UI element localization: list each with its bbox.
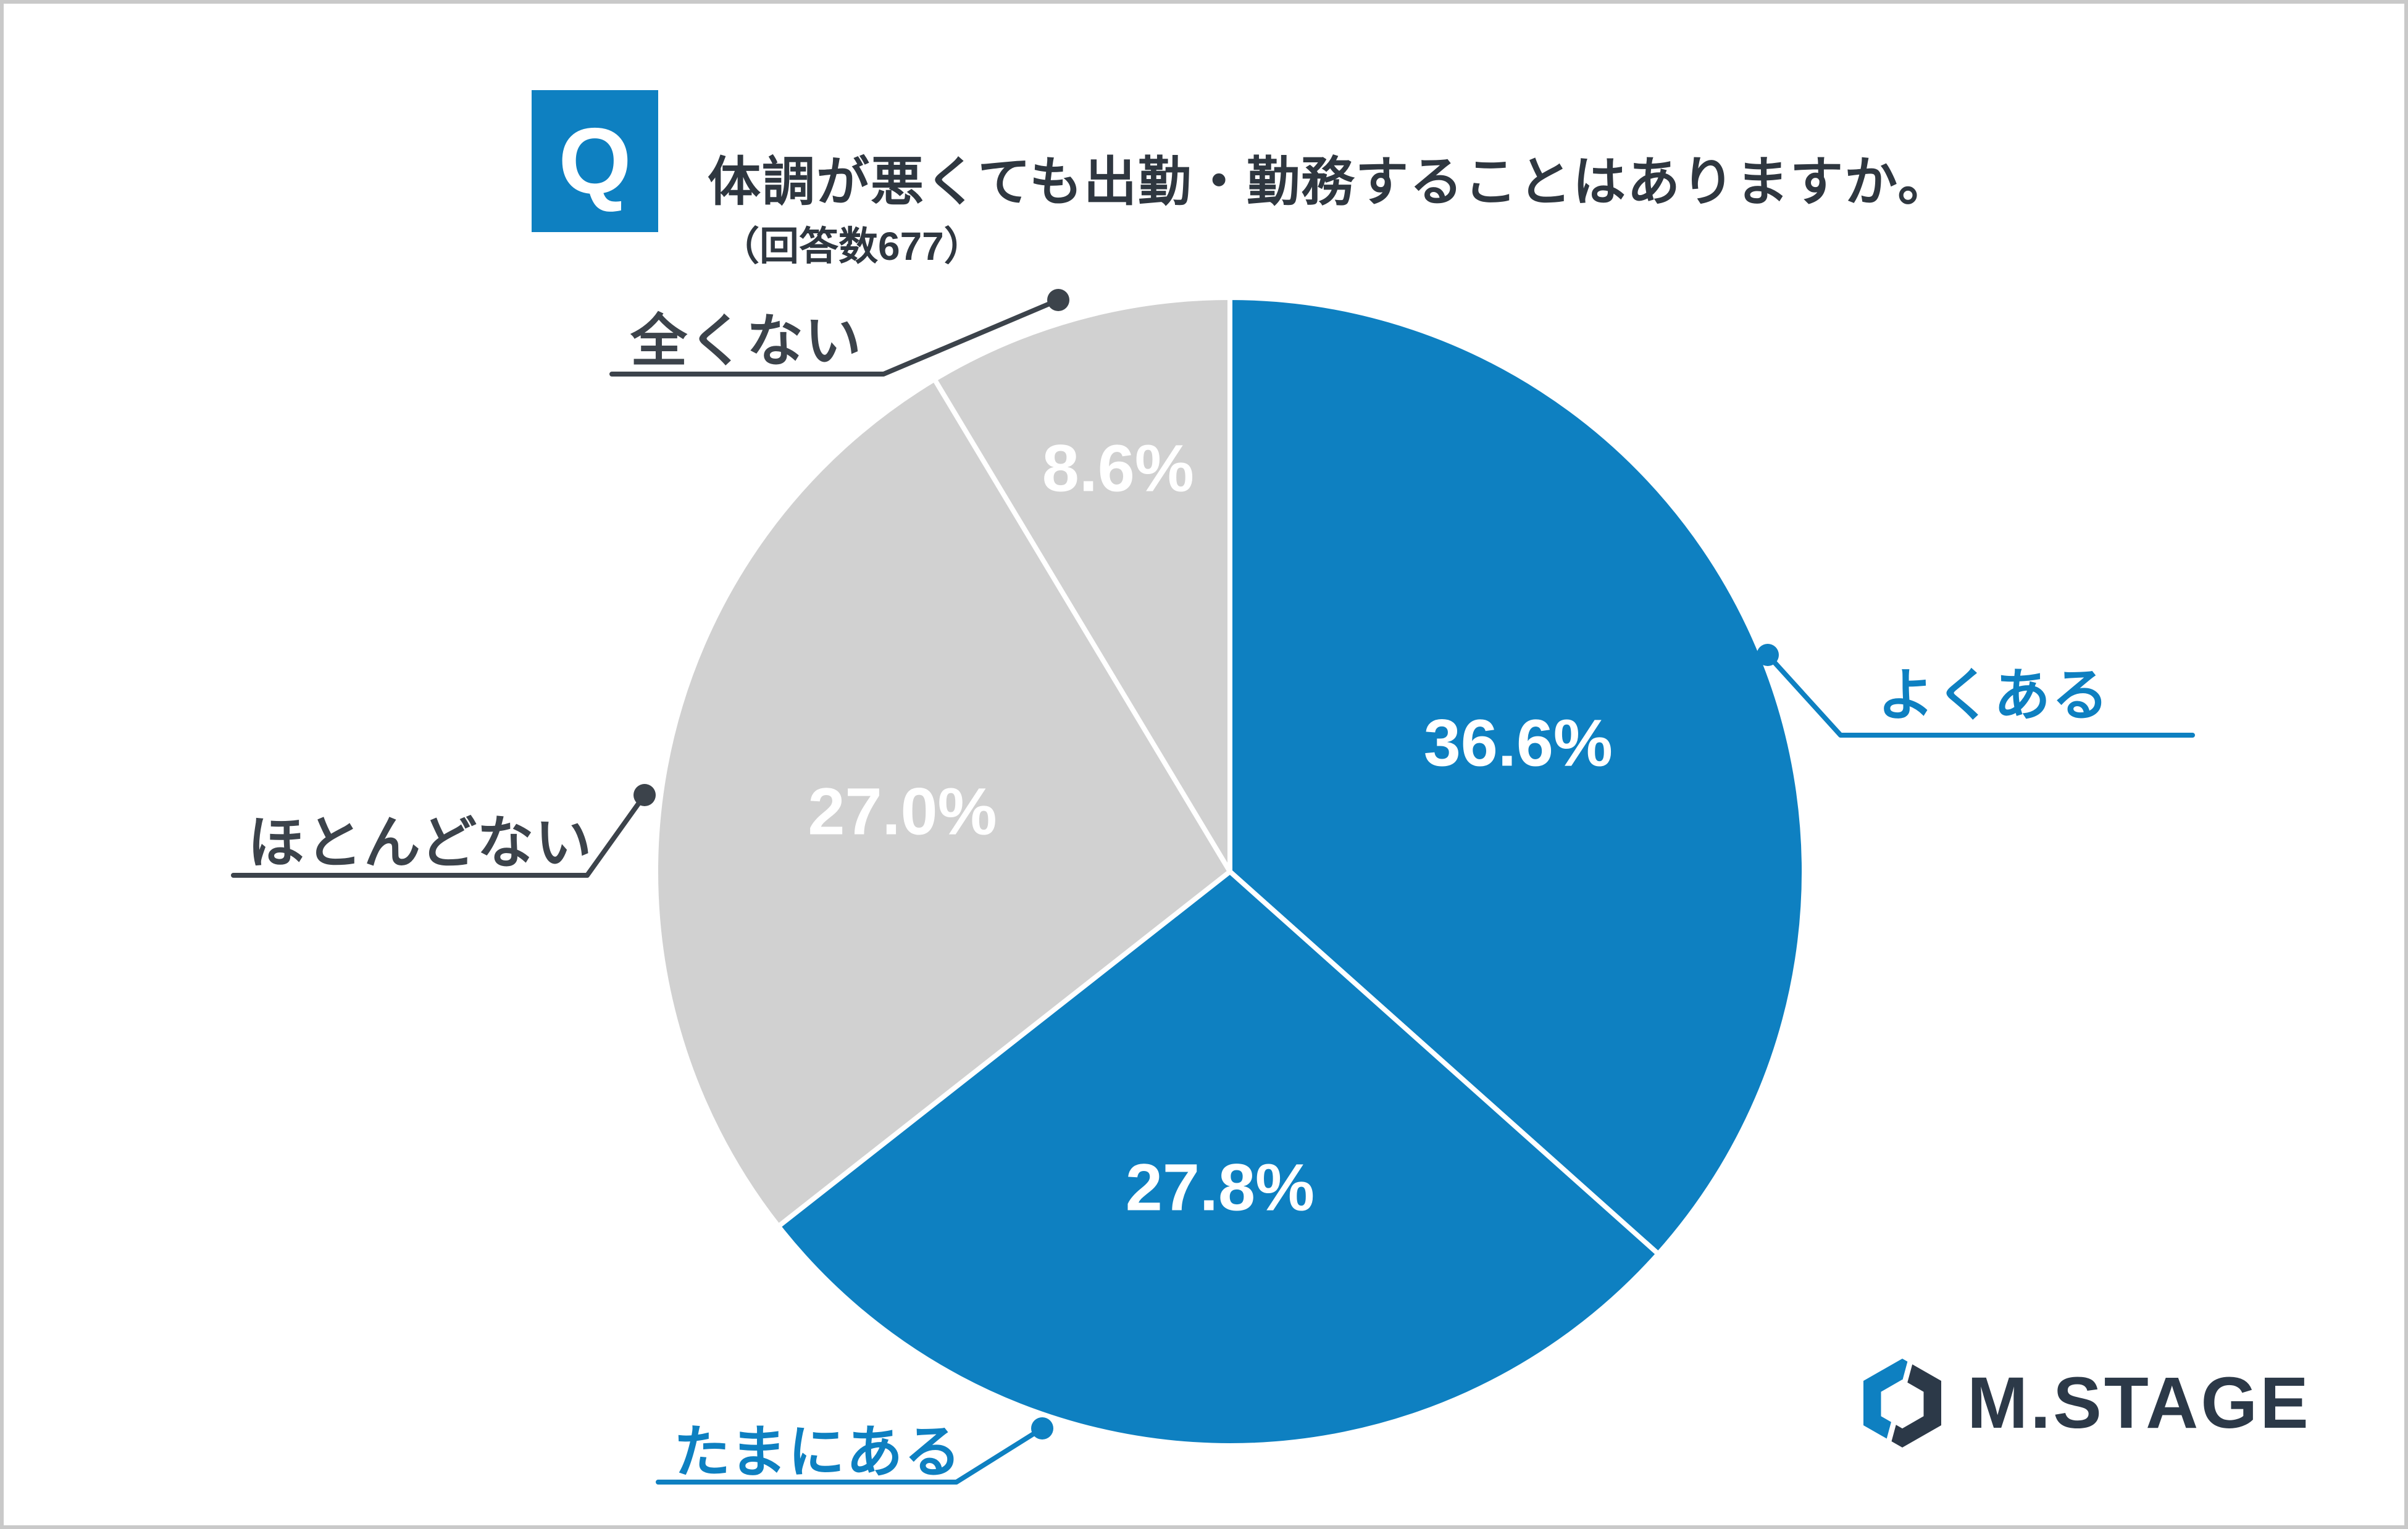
leader-dot-1	[1031, 1417, 1053, 1439]
pie-value-label-0: 36.6%	[1423, 705, 1613, 780]
callout-label-yokuaru: よくある	[1878, 664, 2110, 727]
pie-slice-3	[932, 295, 1232, 874]
callout-label-tamaniaru: たまにある	[674, 1421, 963, 1484]
question-text: 体調が悪くても出勤・勤務することはありますか。	[708, 152, 1952, 212]
callout-label-hotondonai: ほとんどない	[248, 812, 593, 875]
response-count: （回答数677）	[720, 224, 984, 269]
pie-slices	[653, 295, 1807, 1448]
question-badge: Q	[532, 90, 658, 232]
pie-value-label-1: 27.8%	[1125, 1149, 1315, 1225]
company-logo-text: M.STAGE	[1967, 1362, 2311, 1444]
mstage-hexagon-icon	[1863, 1359, 1941, 1448]
pie-chart	[231, 289, 2195, 1485]
leader-dot-3	[1047, 289, 1069, 311]
leader-line-2	[231, 793, 647, 878]
pie-value-label-3: 8.6%	[1042, 430, 1194, 506]
leader-line-1	[656, 1426, 1045, 1485]
leader-line-0	[1765, 652, 2195, 738]
pie-slice-1	[775, 869, 1661, 1448]
pie-slice-0	[1227, 295, 1807, 1257]
company-logo: M.STAGE	[1856, 1357, 2311, 1449]
question-badge-letter: Q	[558, 108, 632, 214]
leader-dot-0	[1757, 644, 1779, 666]
pie-value-label-2: 27.0%	[808, 773, 997, 849]
pie-slice-2	[653, 377, 1232, 1229]
leader-dot-2	[633, 784, 656, 806]
callout-label-mattakunai: 全くない	[630, 310, 863, 373]
callout-leader-lines	[231, 289, 2195, 1485]
leader-line-3	[609, 298, 1061, 377]
